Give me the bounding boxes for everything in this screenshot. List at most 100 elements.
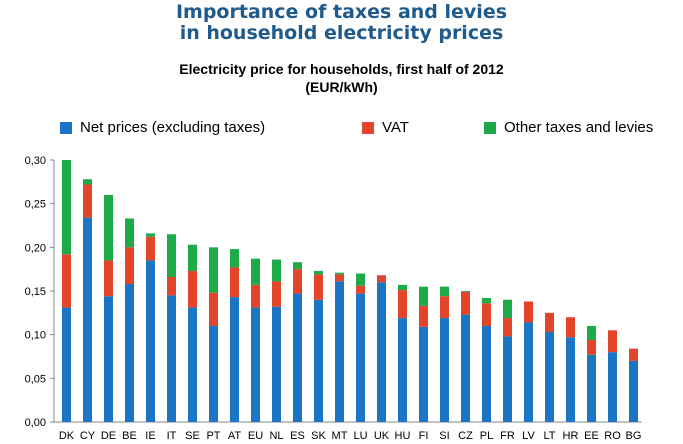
bar-net-fr — [503, 336, 512, 422]
x-tick-label-be: BE — [122, 430, 137, 442]
bar-net-sk — [314, 299, 323, 422]
bar-other-si — [440, 286, 449, 297]
bar-net-dk — [62, 307, 71, 422]
bar-other-be — [125, 218, 134, 248]
bar-vat-pl — [482, 303, 491, 326]
y-tick-label: 0,05 — [25, 373, 46, 385]
x-tick-label-bg: BG — [626, 430, 642, 442]
title-line-2: in household electricity prices — [179, 22, 504, 44]
bar-vat-hr — [566, 317, 575, 338]
bar-net-eu — [251, 307, 260, 422]
bar-net-fi — [419, 326, 428, 422]
legend-item-vat: VAT — [362, 119, 409, 136]
x-tick-label-uk: UK — [374, 430, 390, 442]
bar-net-bg — [629, 360, 638, 422]
bar-net-hu — [398, 318, 407, 422]
legend-label-net: Net prices (excluding taxes) — [80, 119, 266, 136]
x-tick-label-it: IT — [167, 430, 177, 442]
bar-other-es — [293, 262, 302, 270]
bar-other-pl — [482, 297, 491, 304]
x-tick-label-eu: EU — [248, 430, 263, 442]
bar-vat-lu — [356, 285, 365, 294]
bar-vat-eu — [251, 284, 260, 308]
legend-item-other: Other taxes and levies — [484, 119, 653, 136]
bar-net-nl — [272, 306, 281, 422]
bar-other-cz — [461, 291, 470, 292]
chart-subtitle: Electricity price for households, first … — [0, 60, 683, 96]
y-tick-label: 0,15 — [25, 286, 46, 298]
bar-net-be — [125, 284, 134, 422]
bar-vat-ro — [608, 330, 617, 353]
x-tick-label-ee: EE — [584, 430, 599, 442]
bar-net-cz — [461, 314, 470, 422]
y-tick-label: 0,20 — [25, 242, 46, 254]
bar-vat-bg — [629, 348, 638, 361]
bar-vat-pt — [209, 292, 218, 326]
bar-other-sk — [314, 270, 323, 275]
chart-main-title: Importance of taxes and levies in househ… — [0, 2, 683, 44]
y-tick-label: 0,10 — [25, 330, 46, 342]
bar-net-hr — [566, 337, 575, 422]
bar-vat-uk — [377, 275, 386, 283]
bar-net-uk — [377, 282, 386, 422]
bar-other-pt — [209, 247, 218, 293]
bar-vat-de — [104, 260, 113, 297]
bar-net-lt — [545, 332, 554, 422]
bar-net-cy — [83, 217, 92, 422]
bar-net-pt — [209, 325, 218, 422]
legend: Net prices (excluding taxes) VAT Other t… — [0, 119, 683, 139]
bar-other-eu — [251, 258, 260, 285]
bar-net-ee — [587, 354, 596, 422]
bar-net-pl — [482, 325, 491, 422]
bar-vat-lv — [524, 301, 533, 323]
x-tick-label-mt: MT — [332, 430, 348, 442]
x-tick-label-hu: HU — [395, 430, 411, 442]
bar-vat-ie — [146, 236, 155, 261]
bar-net-ro — [608, 352, 617, 422]
x-tick-label-se: SE — [185, 430, 200, 442]
bar-net-mt — [335, 281, 344, 422]
x-tick-label-pt: PT — [206, 430, 220, 442]
y-tick-label: 0,00 — [25, 417, 46, 429]
bar-other-hu — [398, 284, 407, 291]
bar-net-ie — [146, 260, 155, 422]
bar-net-it — [167, 295, 176, 422]
bar-vat-it — [167, 277, 176, 296]
bar-vat-mt — [335, 274, 344, 282]
legend-swatch-net — [60, 121, 72, 134]
x-tick-label-lu: LU — [353, 430, 367, 442]
x-tick-label-dk: DK — [59, 430, 75, 442]
x-tick-label-hr: HR — [563, 430, 579, 442]
x-tick-label-fr: FR — [500, 430, 515, 442]
bar-other-ee — [587, 325, 596, 340]
legend-label-vat: VAT — [382, 119, 409, 136]
bar-vat-nl — [272, 281, 281, 307]
bar-net-lu — [356, 293, 365, 422]
bar-other-se — [188, 244, 197, 271]
bar-vat-cz — [461, 291, 470, 315]
bar-vat-hu — [398, 290, 407, 319]
legend-item-net: Net prices (excluding taxes) — [60, 119, 265, 136]
x-tick-label-lt: LT — [543, 430, 555, 442]
bar-other-fr — [503, 299, 512, 319]
bar-vat-at — [230, 267, 239, 298]
subtitle-line-2: (EUR/kWh) — [305, 79, 378, 95]
bar-vat-sk — [314, 274, 323, 300]
subtitle-line-1: Electricity price for households, first … — [179, 61, 504, 77]
x-tick-label-cy: CY — [80, 430, 96, 442]
bar-other-at — [230, 249, 239, 268]
bar-vat-dk — [62, 254, 71, 308]
bar-vat-cy — [83, 184, 92, 218]
x-tick-label-nl: NL — [269, 430, 283, 442]
legend-swatch-other — [484, 121, 496, 134]
bar-net-es — [293, 293, 302, 422]
x-tick-label-cz: CZ — [458, 430, 473, 442]
bar-vat-lt — [545, 312, 554, 333]
x-tick-label-ro: RO — [604, 430, 621, 442]
x-tick-label-si: SI — [439, 430, 449, 442]
bar-net-lv — [524, 322, 533, 422]
bar-other-cy — [83, 179, 92, 185]
bar-net-se — [188, 307, 197, 422]
x-tick-label-lv: LV — [522, 430, 535, 442]
